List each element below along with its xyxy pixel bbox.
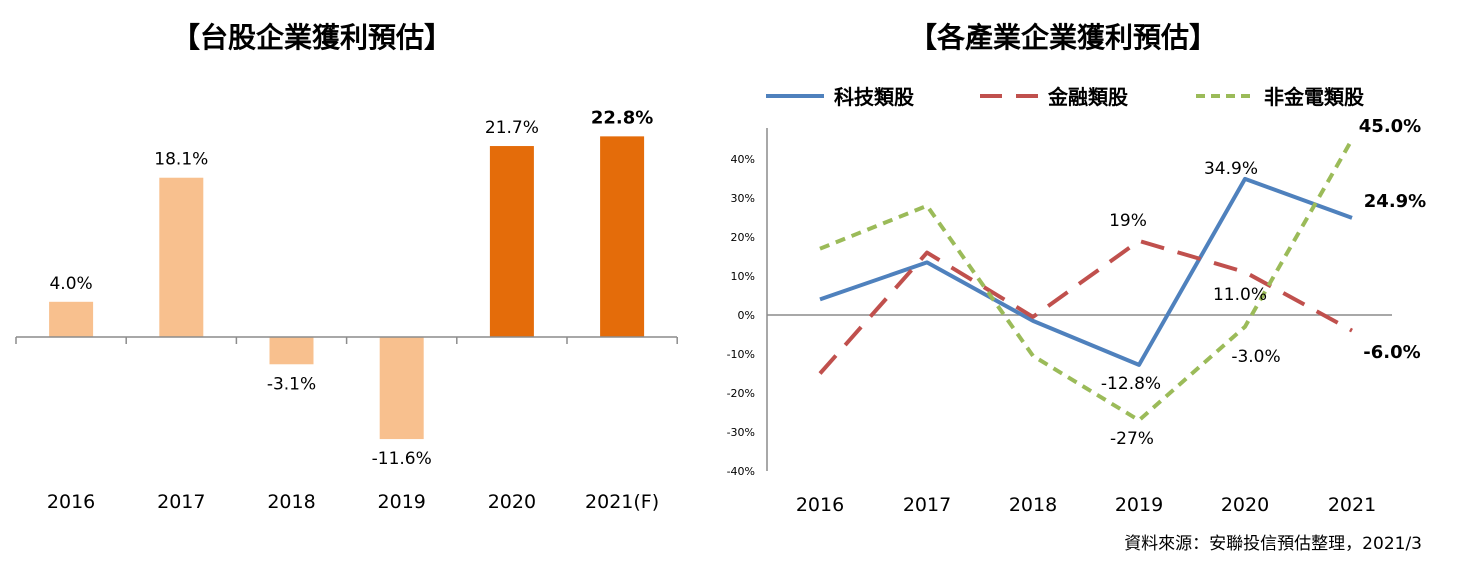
line-chart-title: 【各產業企業獲利預估】 (909, 21, 1217, 54)
series-line-0 (819, 176, 1353, 367)
legend-label: 金融類股 (1047, 85, 1128, 109)
bar-x-label: 2021(F) (585, 491, 659, 513)
series-line-1 (818, 238, 1353, 375)
y-tick-label: 40% (731, 153, 755, 166)
line-annotation: 24.9% (1364, 191, 1426, 212)
bar-2019 (379, 337, 424, 440)
y-tick-labels: 40% 30% 20% 10% 0% -10% -20% -30% -40% (727, 153, 755, 478)
bar-2018 (269, 337, 314, 365)
bar-2016 (49, 301, 94, 337)
legend: 科技類股 金融類股 非金電類股 (766, 85, 1364, 109)
line-annotation: 11.0% (1213, 285, 1267, 305)
bar-value-label: 4.0% (49, 274, 92, 294)
y-tick-label: -10% (727, 348, 755, 361)
legend-label: 非金電類股 (1264, 85, 1364, 109)
line-x-label: 2016 (796, 494, 844, 516)
line-annotation: -6.0% (1363, 342, 1420, 363)
y-tick-label: 30% (731, 192, 755, 205)
y-tick-label: 0% (738, 309, 755, 322)
line-annotation: -12.8% (1101, 374, 1161, 394)
line-chart: 【各產業企業獲利預估】 科技類股 金融類股 非金電類股 40% 30% 20% 10% 0%… (727, 21, 1427, 516)
bar-value-labels: 4.0% 18.1% -3.1% -11.6% 21.7% 22.8% (49, 107, 653, 469)
y-tick-label: -40% (727, 465, 755, 478)
bar-2017 (159, 177, 204, 337)
bar-axis-ticks (15, 337, 678, 344)
bar-x-labels: 2016 2017 2018 2019 2020 2021(F) (47, 491, 659, 513)
series-lines (818, 138, 1354, 423)
series-line-2 (819, 138, 1354, 423)
bar-value-label: -3.1% (267, 374, 316, 394)
bar-chart: 【台股企業獲利預估】 2016 2017 2018 2019 2020 2021(F) 4… (15, 21, 678, 513)
bar-value-label: 18.1% (154, 150, 208, 170)
bar-value-label: -11.6% (372, 449, 432, 469)
line-x-label: 2021 (1328, 494, 1376, 516)
bar-2021(F) (600, 136, 645, 337)
line-x-label: 2019 (1115, 494, 1163, 516)
bar-2020 (489, 146, 534, 337)
bar-value-label: 21.7% (485, 118, 539, 138)
bars (49, 136, 645, 440)
bar-x-label: 2017 (157, 491, 205, 513)
line-annotation: 19% (1109, 211, 1147, 231)
legend-label: 科技類股 (834, 85, 914, 109)
line-x-label: 2017 (903, 494, 951, 516)
line-annotation: 34.9% (1204, 159, 1258, 179)
y-tick-label: -30% (727, 426, 755, 439)
source-note: 資料來源：安聯投信預估整理，2021/3 (1124, 534, 1422, 554)
line-x-labels: 2016 2017 2018 2019 2020 2021 (796, 494, 1376, 516)
y-tick-label: 20% (731, 231, 755, 244)
line-annotation: 45.0% (1359, 116, 1421, 137)
bar-x-label: 2016 (47, 491, 95, 513)
line-x-label: 2018 (1009, 494, 1057, 516)
bar-value-label: 22.8% (591, 107, 653, 128)
bar-x-label: 2018 (267, 491, 315, 513)
y-tick-label: 10% (731, 270, 755, 283)
line-annotation: -27% (1110, 429, 1154, 449)
bar-x-label: 2019 (378, 491, 426, 513)
line-annotations: 45.0% 24.9% -6.0% 34.9% 19% 11.0% -3.0% -12.8% -… (1101, 116, 1426, 449)
y-tick-label: -20% (727, 387, 755, 400)
line-x-label: 2020 (1221, 494, 1269, 516)
bar-x-label: 2020 (488, 491, 536, 513)
line-annotation: -3.0% (1231, 347, 1280, 367)
bar-chart-title: 【台股企業獲利預估】 (172, 21, 452, 54)
